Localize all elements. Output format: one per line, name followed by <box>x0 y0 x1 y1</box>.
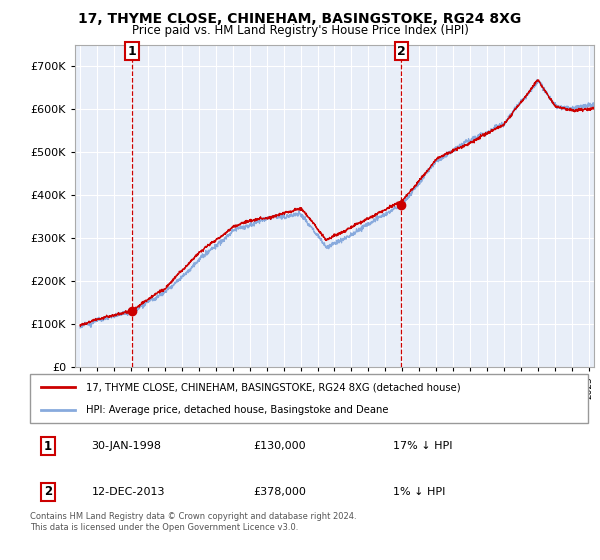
Text: 17, THYME CLOSE, CHINEHAM, BASINGSTOKE, RG24 8XG: 17, THYME CLOSE, CHINEHAM, BASINGSTOKE, … <box>79 12 521 26</box>
Text: 17% ↓ HPI: 17% ↓ HPI <box>392 441 452 451</box>
Text: 17, THYME CLOSE, CHINEHAM, BASINGSTOKE, RG24 8XG (detached house): 17, THYME CLOSE, CHINEHAM, BASINGSTOKE, … <box>86 382 460 393</box>
Text: 30-JAN-1998: 30-JAN-1998 <box>91 441 161 451</box>
Text: Price paid vs. HM Land Registry's House Price Index (HPI): Price paid vs. HM Land Registry's House … <box>131 24 469 37</box>
Text: 1: 1 <box>128 45 137 58</box>
Text: £378,000: £378,000 <box>253 487 306 497</box>
Text: £130,000: £130,000 <box>253 441 306 451</box>
Text: Contains HM Land Registry data © Crown copyright and database right 2024.
This d: Contains HM Land Registry data © Crown c… <box>30 512 356 532</box>
Text: HPI: Average price, detached house, Basingstoke and Deane: HPI: Average price, detached house, Basi… <box>86 405 388 416</box>
Text: 12-DEC-2013: 12-DEC-2013 <box>91 487 165 497</box>
Text: 2: 2 <box>397 45 406 58</box>
FancyBboxPatch shape <box>30 374 588 423</box>
Text: 2: 2 <box>44 485 52 498</box>
Text: 1% ↓ HPI: 1% ↓ HPI <box>392 487 445 497</box>
Text: 1: 1 <box>44 440 52 453</box>
